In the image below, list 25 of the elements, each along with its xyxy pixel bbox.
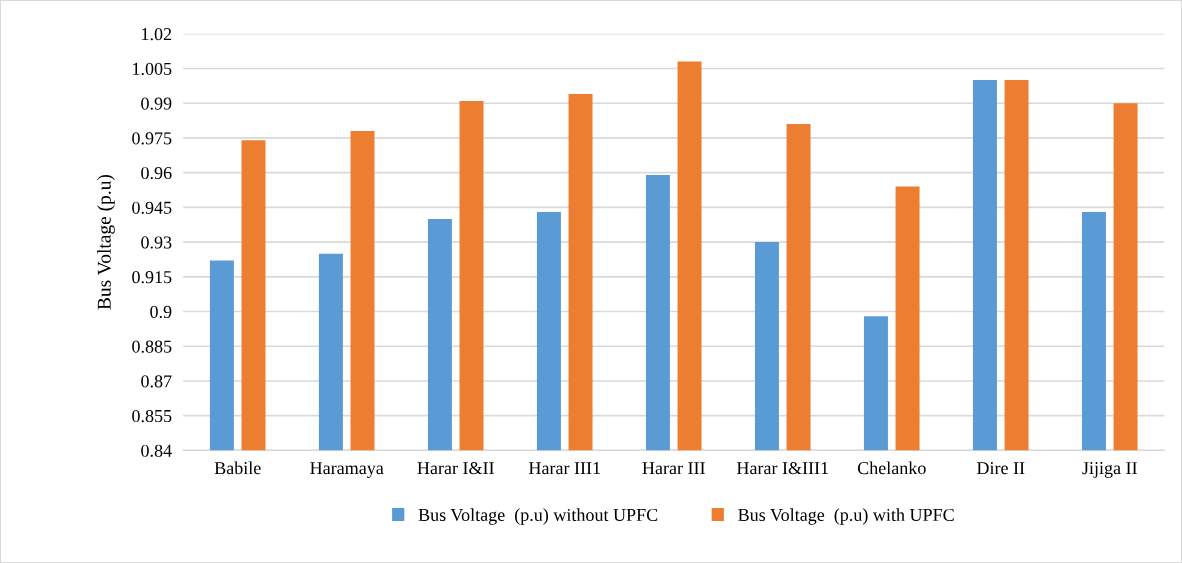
x-tick-label: Jijiga II xyxy=(1082,462,1137,478)
y-tick-label: 0.945 xyxy=(132,201,172,214)
y-tick-label: 0.855 xyxy=(132,409,172,423)
y-tick-label: 0.93 xyxy=(141,236,172,249)
legend-label: Bus Voltage (p.u) with UPFC xyxy=(738,508,954,525)
x-tick-label: Haramaya xyxy=(310,462,384,478)
legend-label: Bus Voltage (p.u) without UPFC xyxy=(418,508,658,525)
y-tick-label: 0.99 xyxy=(141,97,172,110)
x-tick-label: Harar III xyxy=(642,462,705,475)
x-tick-label: Chelanko xyxy=(857,461,926,475)
y-tick-label: 1.02 xyxy=(142,28,172,41)
y-tick-label: 1.005 xyxy=(133,62,172,76)
y-tick-label: 0.9 xyxy=(150,305,172,319)
x-tick-label: Harar I&II xyxy=(417,462,494,475)
y-tick-label: 0.84 xyxy=(141,444,172,457)
y-axis-title: Bus Voltage (p.u) xyxy=(97,174,115,310)
y-tick-label: 0.96 xyxy=(141,166,172,180)
x-tick-label: Harar III1 xyxy=(528,462,600,475)
y-tick-label: 0.975 xyxy=(132,132,172,145)
x-tick-label: Babile xyxy=(214,461,261,475)
y-tick-label: 0.885 xyxy=(132,340,172,353)
x-tick-label: Harar I&III1 xyxy=(736,462,829,475)
y-tick-label: 0.87 xyxy=(141,375,172,388)
x-tick-label: Dire II xyxy=(976,462,1025,475)
y-tick-label: 0.915 xyxy=(132,271,172,284)
